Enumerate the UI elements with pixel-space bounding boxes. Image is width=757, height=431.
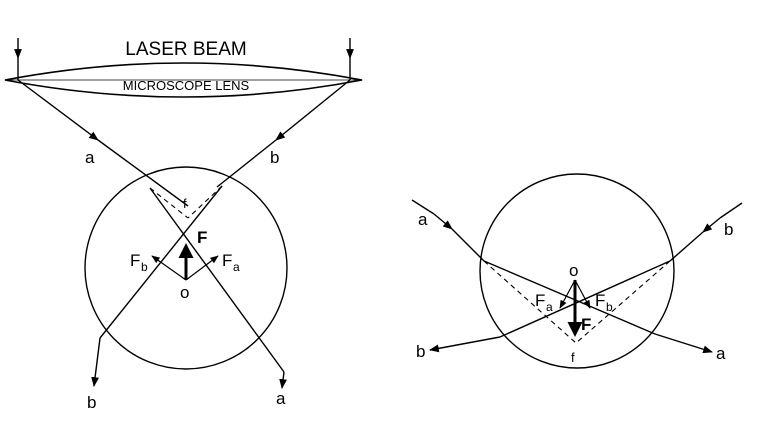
force-b-subscript: b xyxy=(141,260,148,274)
ray-b-label-right: b xyxy=(724,220,733,239)
center-label: o xyxy=(180,283,189,302)
ray-a-exit xyxy=(279,371,287,389)
ray-b-incoming-right xyxy=(669,231,704,262)
ray-a-incoming xyxy=(97,139,189,207)
ray-a-label: a xyxy=(85,148,95,167)
dashed-focus-a-right xyxy=(483,260,577,344)
force-a-arrow xyxy=(185,255,219,281)
dashed-focus-a xyxy=(149,187,189,219)
dashed-focus-b xyxy=(187,185,223,219)
force-a-label: F xyxy=(222,251,232,270)
ray-a-incoming-right xyxy=(451,228,485,262)
net-force-label-right: F xyxy=(581,315,591,334)
force-a-subscript-right: a xyxy=(546,300,553,314)
center-label-right: o xyxy=(569,261,578,280)
exit-b-label: b xyxy=(87,393,96,412)
force-a-subscript: a xyxy=(233,260,240,274)
ray-b-exit-right xyxy=(429,336,501,353)
right-diagram: a b b a f o F a F b F xyxy=(411,173,743,369)
ray-a-arrow-right xyxy=(433,213,453,230)
force-b-label: F xyxy=(130,251,140,270)
ray-b-arrow xyxy=(275,79,351,141)
net-force-label: F xyxy=(197,228,207,247)
left-sphere xyxy=(84,166,288,370)
force-b-arrow xyxy=(151,255,187,281)
focus-label: f xyxy=(183,196,187,211)
ray-a-exit-right xyxy=(654,333,713,354)
ray-a-tail xyxy=(411,199,435,215)
microscope-lens-label: MICROSCOPE LENS xyxy=(123,78,250,93)
ray-a-refracted-right xyxy=(483,260,656,335)
ray-b-tail xyxy=(719,202,743,219)
force-a-label-right: F xyxy=(535,291,545,310)
right-sphere xyxy=(479,173,675,369)
force-b-subscript-right: b xyxy=(606,300,613,314)
ray-b-exit xyxy=(91,337,101,387)
force-b-arrow-right xyxy=(574,279,591,309)
ray-a-label-right: a xyxy=(418,210,428,229)
left-diagram: LASER BEAM MICROSCOPE LENS a b f b a F F… xyxy=(4,38,363,412)
force-b-label-right: F xyxy=(595,291,605,310)
ray-b-incoming xyxy=(216,139,277,188)
ray-b-arrow-right xyxy=(702,217,721,233)
ray-b-label: b xyxy=(270,148,279,167)
laser-beam-title: LASER BEAM xyxy=(125,39,246,60)
ray-a-refracted xyxy=(149,187,285,373)
exit-a-label-right: a xyxy=(716,344,726,363)
dashed-focus-b-right xyxy=(575,260,671,344)
exit-b-label-right: b xyxy=(416,342,425,361)
exit-a-label: a xyxy=(276,389,286,408)
force-a-arrow-right xyxy=(559,279,576,309)
focus-label-right: f xyxy=(571,350,575,365)
ray-a-arrow xyxy=(17,79,99,141)
